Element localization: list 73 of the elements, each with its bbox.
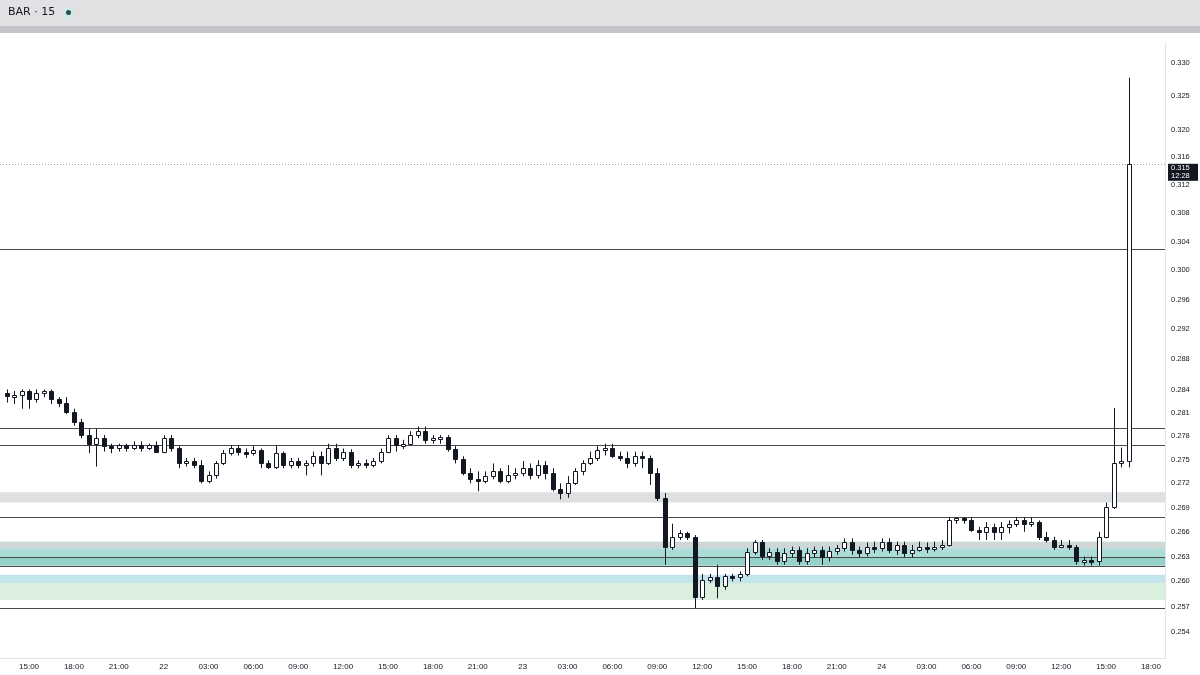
candlestick — [850, 537, 855, 556]
candlestick — [476, 470, 481, 492]
candlestick — [169, 434, 174, 453]
candlestick — [506, 464, 511, 484]
candlestick — [139, 440, 144, 453]
candlestick — [1127, 77, 1132, 468]
candlestick — [1097, 531, 1102, 567]
candlestick — [244, 447, 249, 459]
candlestick — [648, 455, 653, 486]
x-tick-label: 12:00 — [1051, 662, 1072, 671]
candlestick — [670, 523, 675, 551]
chart-title: BAR · 15 — [8, 5, 56, 19]
x-tick-label: 21:00 — [108, 662, 130, 671]
candlestick — [27, 388, 32, 410]
candlestick — [229, 444, 234, 457]
candlestick — [236, 444, 241, 457]
candlestick — [603, 443, 608, 457]
x-tick-label: 15:00 — [378, 662, 399, 671]
x-tick-label: 03:00 — [916, 662, 938, 671]
candlestick — [20, 388, 25, 410]
x-tick-label: 09:00 — [647, 662, 668, 671]
candlestick — [663, 492, 668, 566]
candlestick — [274, 444, 279, 468]
candlestick — [536, 459, 541, 480]
candlestick — [880, 537, 885, 553]
candlestick — [304, 459, 309, 476]
candlestick — [446, 434, 451, 453]
candlestick — [543, 460, 548, 480]
candlestick — [842, 537, 847, 553]
x-tick-label: 03:00 — [198, 662, 220, 671]
candlestick — [12, 390, 17, 405]
x-tick-label: 12:00 — [333, 662, 354, 671]
x-tick-label: 15:00 — [1096, 662, 1117, 671]
candlestick — [977, 526, 982, 541]
candlestick — [999, 521, 1004, 541]
x-tick-label: 06:00 — [243, 662, 264, 671]
x-tick-label: 15:00 — [737, 662, 758, 671]
candlestick — [5, 388, 10, 404]
x-tick-label: 24 — [877, 662, 887, 671]
candlestick — [693, 534, 698, 609]
candlestick — [491, 462, 496, 480]
candlestick — [715, 564, 720, 599]
x-tick-label: 21:00 — [826, 662, 848, 671]
candlestick — [251, 445, 256, 457]
x-tick-label: 06:00 — [602, 662, 623, 671]
candlestick — [87, 428, 92, 454]
candlestick — [521, 460, 526, 477]
candlestick — [947, 516, 952, 546]
candlestick — [984, 521, 989, 541]
x-tick-label: 18:00 — [781, 662, 803, 671]
candlestick — [558, 482, 563, 500]
candlestick — [1112, 407, 1117, 510]
x-tick-label: 15:00 — [19, 662, 40, 671]
x-tick-label: 03:00 — [557, 662, 579, 671]
candlestick — [1007, 519, 1012, 534]
x-tick-label: 23 — [518, 662, 528, 671]
candlestick — [1022, 516, 1027, 533]
x-tick-label: 22 — [159, 662, 169, 671]
x-tick-label: 18:00 — [1140, 662, 1162, 671]
candlestick — [214, 460, 219, 480]
x-tick-label: 12:00 — [692, 662, 713, 671]
candlestick — [102, 434, 107, 453]
x-tick-label: 18:00 — [422, 662, 444, 671]
candlestick — [566, 475, 571, 499]
x-tick-label: 09:00 — [288, 662, 309, 671]
candlestick — [94, 428, 99, 468]
x-tick-label: 21:00 — [467, 662, 489, 671]
x-tick-label: 06:00 — [961, 662, 982, 671]
candlestick — [34, 388, 39, 404]
candlestick — [394, 434, 399, 453]
x-tick-label: 18:00 — [63, 662, 85, 671]
candlestick — [992, 523, 997, 541]
x-tick-label: 09:00 — [1006, 662, 1027, 671]
